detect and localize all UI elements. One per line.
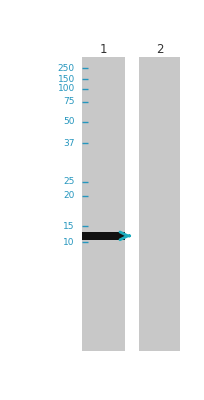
Text: 15: 15 <box>63 222 74 230</box>
Bar <box>139 57 179 351</box>
Text: 100: 100 <box>57 84 74 93</box>
Text: 10: 10 <box>63 238 74 246</box>
Text: 20: 20 <box>63 191 74 200</box>
Text: 2: 2 <box>155 43 163 56</box>
Text: 75: 75 <box>63 98 74 106</box>
Text: 250: 250 <box>58 64 74 72</box>
Bar <box>82 57 124 351</box>
Text: 1: 1 <box>99 43 107 56</box>
Text: 37: 37 <box>63 139 74 148</box>
Text: 150: 150 <box>57 75 74 84</box>
Text: 25: 25 <box>63 178 74 186</box>
Text: 50: 50 <box>63 118 74 126</box>
Bar <box>82 232 124 240</box>
